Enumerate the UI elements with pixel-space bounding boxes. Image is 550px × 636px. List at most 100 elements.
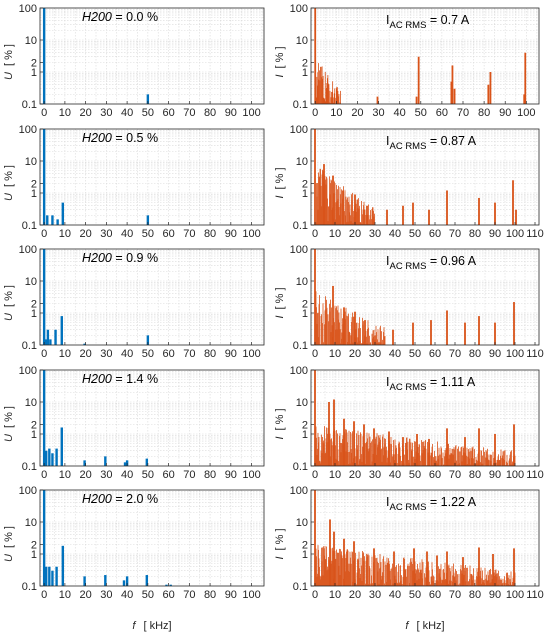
annotation-var: H200 [82, 372, 112, 386]
spectrum-line [391, 444, 392, 466]
spectrum-line [357, 430, 359, 466]
spectrum-line [498, 579, 500, 586]
spectrum-line [328, 83, 329, 104]
spectrum-line [340, 452, 342, 466]
x-tick-label: 100 [506, 589, 524, 601]
spectrum-line [380, 325, 381, 345]
spectrum-line [317, 63, 319, 104]
spectrum-line [387, 563, 389, 586]
spectrum-line [458, 573, 460, 586]
annotation-var: H200 [82, 131, 112, 145]
annotation-sub: AC RMS [389, 502, 426, 513]
spectrum-line [365, 560, 367, 586]
bar [363, 424, 365, 466]
spectrum-line [334, 322, 335, 345]
voltage-panel-4: 0 10 20 30 40 50 60 70 80 90 100 0.1 12 10 100 U [ % ] H2… [3, 365, 265, 481]
y-tick-label: 1 [31, 429, 37, 441]
x-tick-label: 20 [80, 348, 92, 360]
spectrum-line [401, 463, 403, 466]
spectrum-line [364, 209, 366, 225]
spectrum-line [326, 82, 328, 104]
spectrum-line [369, 566, 370, 586]
spectrum-line [351, 200, 353, 225]
x-tick-label: 50 [142, 589, 154, 601]
x-tick-label: 110 [526, 348, 544, 360]
x-tick-label: 100 [506, 228, 524, 240]
bar [513, 302, 515, 345]
spectrum-line [350, 343, 351, 345]
spectrum-line [316, 323, 318, 345]
spectrum-line [323, 98, 325, 104]
y-ticks: 0.1 12 10 100 [290, 485, 314, 593]
spectrum-line [315, 291, 317, 345]
spectrum-line [320, 66, 322, 104]
spectrum-line [436, 460, 437, 466]
spectrum-line [472, 575, 474, 586]
spectrum-line [352, 581, 354, 586]
x-tick-label: 10 [59, 228, 71, 240]
spectrum-line [449, 447, 451, 466]
spectrum-line [505, 583, 507, 586]
y-axis-var: U [3, 434, 15, 442]
spectrum-line [457, 574, 458, 586]
bar [354, 311, 356, 345]
plot-area [40, 370, 264, 466]
annotation-value: = 1.11 A [426, 375, 475, 389]
y-tick-label: 10 [25, 156, 37, 168]
bar [343, 307, 345, 345]
spectrum-line [499, 459, 501, 466]
spectrum-line [398, 563, 399, 586]
spectrum-line [502, 451, 504, 466]
spectrum-line [430, 452, 432, 466]
spectrum-line [490, 582, 492, 586]
spectrum-line [465, 581, 467, 586]
spectrum-line [331, 445, 333, 466]
bar [314, 249, 316, 345]
spectrum-line [347, 197, 348, 225]
irms-annotation: IAC RMS = 0.7 A [386, 13, 470, 31]
spectrum-line [479, 465, 481, 466]
spectrum-line [344, 211, 345, 225]
irms-annotation: IAC RMS = 1.11 A [386, 375, 476, 393]
x-tick-label: 70 [183, 107, 195, 119]
spectrum-line [344, 311, 346, 345]
annotation-value: = 0.7 A [426, 13, 469, 27]
x-tick-label: 60 [429, 469, 441, 481]
spectrum-line [409, 562, 411, 586]
bar [366, 205, 368, 225]
spectrum-line [364, 443, 366, 466]
spectrum-line [384, 336, 385, 345]
spectrum-line [428, 570, 430, 586]
spectrum-line [319, 460, 320, 466]
x-tick-label: 80 [469, 589, 481, 601]
spectrum-line [374, 443, 376, 466]
spectrum-line [471, 574, 472, 586]
spectrum-line [338, 552, 339, 586]
spectrum-line [348, 201, 349, 225]
spectrum-line [388, 560, 390, 586]
spectrum-line [485, 585, 486, 586]
y-tick-label: 2 [31, 298, 37, 310]
bar [446, 428, 448, 466]
spectrum-line [473, 568, 474, 586]
spectrum-line [495, 574, 496, 586]
spectrum-line [474, 579, 476, 586]
spectrum-line [361, 343, 362, 345]
spectrum-line [335, 329, 336, 345]
spectrum-line [348, 313, 349, 345]
spectrum-line [438, 447, 440, 466]
spectrum-line [377, 329, 379, 345]
grid [40, 490, 264, 586]
spectrum-line [502, 583, 503, 586]
spectrum-line [354, 448, 356, 466]
axes-frame [39, 369, 265, 467]
bar [332, 175, 334, 225]
bar [393, 551, 395, 586]
spectrum-line [458, 446, 459, 466]
spectrum-line [473, 458, 474, 466]
bar [464, 322, 466, 345]
y-tick-label: 10 [25, 276, 37, 288]
spectrum-line [359, 340, 361, 345]
bar [145, 575, 149, 586]
